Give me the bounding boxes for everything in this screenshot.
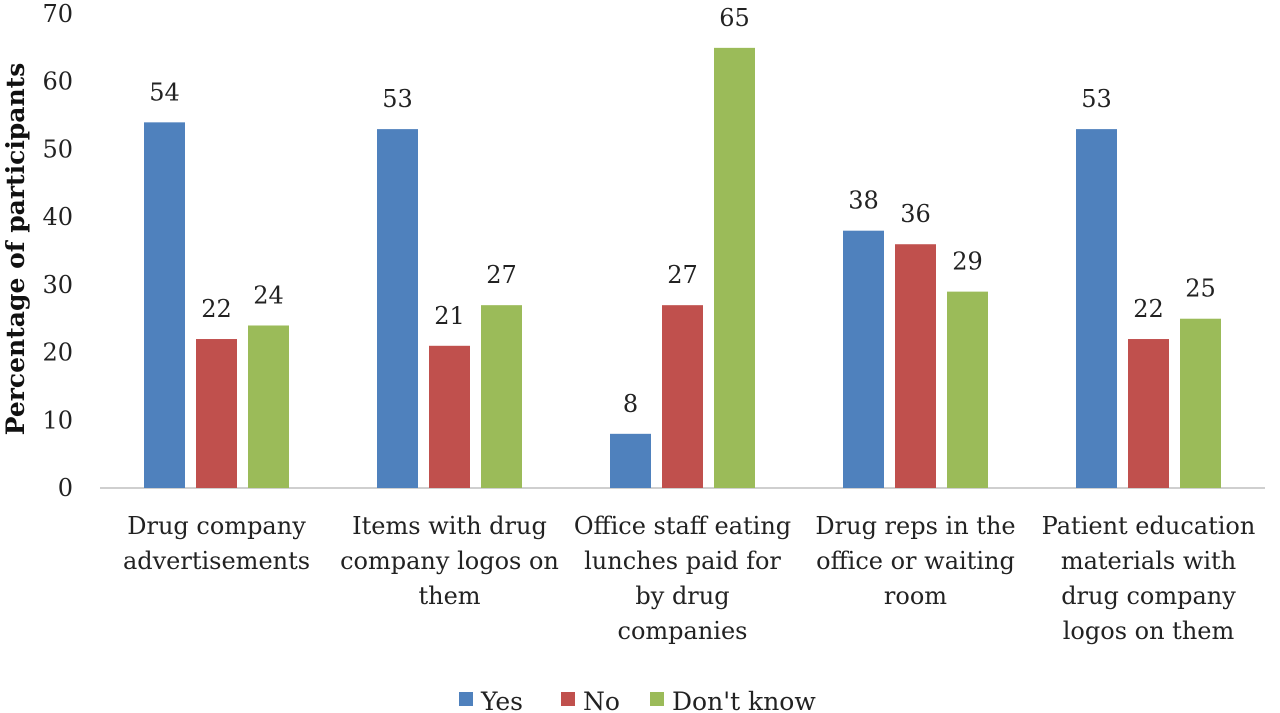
- x-category-label: materials with: [1061, 547, 1236, 575]
- y-tick-label: 40: [42, 203, 73, 231]
- bar: [196, 339, 237, 488]
- bar: [377, 129, 418, 488]
- bar: [1076, 129, 1117, 488]
- y-tick-label: 30: [42, 271, 73, 299]
- data-label: 36: [900, 200, 931, 228]
- data-label: 53: [382, 85, 413, 113]
- x-category-label: lunches paid for: [584, 547, 781, 575]
- legend-label: Don't know: [672, 687, 816, 713]
- bar: [1128, 339, 1169, 488]
- x-category-label: advertisements: [123, 547, 310, 575]
- data-label: 29: [952, 248, 983, 276]
- x-category-label: by drug: [635, 582, 729, 610]
- data-label: 65: [719, 4, 750, 32]
- data-label: 27: [486, 261, 517, 289]
- data-label: 8: [623, 390, 638, 418]
- data-labels: 54 22 24 53 21 27 8 27 65 38 36 29 53 22 25: [149, 4, 1216, 418]
- data-label: 27: [667, 261, 698, 289]
- data-label: 53: [1081, 85, 1112, 113]
- x-category-label: them: [418, 582, 480, 610]
- bar: [610, 433, 651, 488]
- data-label: 22: [1133, 295, 1164, 323]
- data-label: 24: [253, 281, 284, 309]
- y-tick-label: 10: [42, 406, 73, 434]
- x-category-label: Drug company: [127, 512, 306, 540]
- x-category-label: company logos on: [340, 547, 559, 575]
- bar: [481, 305, 522, 488]
- legend-swatch: [459, 692, 473, 706]
- data-label: 54: [149, 78, 180, 106]
- x-category-label: Patient education: [1042, 512, 1256, 540]
- x-category-label: office or waiting: [816, 547, 1015, 575]
- legend-swatch: [561, 692, 575, 706]
- data-label: 21: [434, 302, 465, 330]
- y-tick-label: 70: [42, 0, 73, 28]
- category-labels: Drug company advertisements Items with dru…: [123, 512, 1255, 645]
- legend: Yes No Don't know: [459, 687, 816, 713]
- x-category-label: Items with drug: [352, 512, 547, 540]
- bar: [947, 291, 988, 488]
- y-tick-label: 60: [42, 68, 73, 96]
- bar: [843, 230, 884, 488]
- y-axis-ticks: 0 10 20 30 40 50 60 70: [42, 0, 73, 502]
- bars: [144, 47, 1221, 488]
- legend-swatch: [650, 692, 664, 706]
- bar: [662, 305, 703, 488]
- legend-label: No: [583, 687, 620, 713]
- x-category-label: room: [884, 582, 947, 610]
- legend-label: Yes: [480, 687, 523, 713]
- data-label: 38: [848, 187, 879, 215]
- y-axis-title: Percentage of participants: [1, 63, 30, 436]
- data-label: 22: [201, 295, 232, 323]
- x-category-label: Office staff eating: [574, 512, 791, 540]
- bar: [714, 47, 755, 488]
- bar: [248, 325, 289, 488]
- bar: [144, 122, 185, 488]
- bar: [1180, 318, 1221, 488]
- y-tick-label: 50: [42, 135, 73, 163]
- x-category-label: drug company: [1061, 582, 1236, 610]
- data-label: 25: [1185, 275, 1216, 303]
- bar: [429, 345, 470, 488]
- bar: [895, 244, 936, 488]
- x-category-label: Drug reps in the: [815, 512, 1015, 540]
- x-category-label: companies: [618, 617, 748, 645]
- y-tick-label: 20: [42, 339, 73, 367]
- y-tick-label: 0: [58, 474, 73, 502]
- x-category-label: logos on them: [1063, 617, 1235, 645]
